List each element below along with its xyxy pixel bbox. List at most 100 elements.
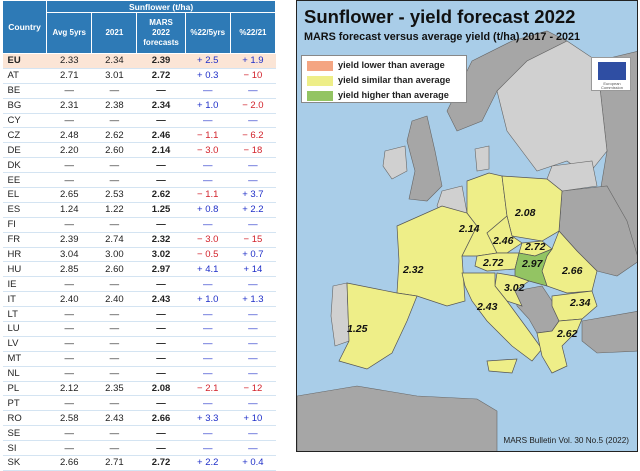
pct-vs-5yrs-cell: — <box>185 217 231 233</box>
table-row: IE — — — — — <box>2 276 276 293</box>
avg-5yrs-cell: — <box>46 157 92 174</box>
avg-5yrs-cell: — <box>46 113 92 129</box>
year-2021-cell: 2.38 <box>91 98 137 114</box>
country-cell: RO <box>2 410 47 427</box>
table-row: AT 2.71 3.01 2.72 + 0.3− 10 <box>2 68 276 84</box>
pct-vs-2021-cell: — <box>230 306 276 323</box>
year-2021-cell: — <box>91 366 137 382</box>
mars-2022-cell: 2.08 <box>136 381 186 397</box>
mars-2022-cell: — <box>136 351 186 367</box>
avg-5yrs-cell: — <box>46 425 92 442</box>
country-header: Country <box>1 0 48 54</box>
land-portugal <box>330 282 350 347</box>
mars-2022-header: MARS 2022 forecasts <box>136 12 186 54</box>
pct-vs-5yrs-cell: — <box>185 336 231 352</box>
mars-2022-cell: — <box>136 366 186 382</box>
country-cell: BG <box>2 98 47 114</box>
pct-vs-5yrs-cell: — <box>185 366 231 382</box>
table-row: CZ 2.48 2.62 2.46− 1.1− 6.2 <box>2 127 276 144</box>
year-2021-cell: 2.43 <box>91 410 137 427</box>
pct-vs-2021-header: %22/21 <box>229 12 277 54</box>
pct-vs-5yrs-cell: + 0.8 <box>185 202 231 218</box>
avg-5yrs-cell: 2.58 <box>46 410 92 427</box>
country-cell: EU <box>2 53 47 69</box>
mars-2022-cell: 2.34 <box>136 98 186 114</box>
table-row: EL 2.65 2.53 2.62− 1.1 + 3.7 <box>2 187 276 203</box>
country-cell: AT <box>2 68 47 84</box>
pct-vs-5yrs-cell: — <box>185 321 231 337</box>
table-row: PT — — — — — <box>2 395 276 412</box>
legend-item-lower: yield lower than average <box>307 59 445 71</box>
value-label-es: 1.25 <box>347 323 368 335</box>
avg-5yrs-cell: 2.71 <box>46 68 92 84</box>
year-2021-cell: — <box>91 306 137 323</box>
pct-vs-2021-cell: — <box>230 395 276 412</box>
pct-vs-2021-cell: + 0.4 <box>230 455 276 471</box>
pct-vs-2021-cell: − 12 <box>230 381 276 397</box>
avg-5yrs-cell: 2.66 <box>46 455 92 471</box>
pct-vs-5yrs-cell: + 3.3 <box>185 410 231 427</box>
pct-vs-5yrs-header: %22/5yrs <box>184 12 231 54</box>
avg-5yrs-cell: 2.33 <box>46 53 92 69</box>
pct-vs-5yrs-cell: — <box>185 172 231 189</box>
avg-5yrs-cell: — <box>46 306 92 323</box>
pct-vs-2021-cell: − 6.2 <box>230 127 276 144</box>
legend-item-higher: yield higher than average <box>307 89 449 101</box>
country-cell: PT <box>2 395 47 412</box>
mars-2022-cell: — <box>136 113 186 129</box>
year-2021-cell: 2.53 <box>91 187 137 203</box>
table-row: MT — — — — — <box>2 351 276 367</box>
pct-vs-5yrs-cell: — <box>185 276 231 293</box>
table-row: BG 2.31 2.38 2.34 + 1.0− 2.0 <box>2 98 276 114</box>
avg-5yrs-cell: — <box>46 217 92 233</box>
pct-vs-5yrs-cell: — <box>185 425 231 442</box>
year-2021-cell: — <box>91 113 137 129</box>
country-cell: LV <box>2 336 47 352</box>
country-cell: LT <box>2 306 47 323</box>
country-cell: DK <box>2 157 47 174</box>
country-cell: FR <box>2 232 47 248</box>
value-label-it: 2.43 <box>477 301 498 313</box>
region-italy <box>461 272 543 374</box>
legend-swatch-similar <box>307 75 333 86</box>
year-2021-cell: — <box>91 276 137 293</box>
mars-2022-cell: 2.72 <box>136 68 186 84</box>
mars-2022-cell: — <box>136 157 186 174</box>
mars-2022-cell: — <box>136 276 186 293</box>
mars-2022-cell: 2.43 <box>136 291 186 308</box>
sunflower-group-header: Sunflower (t/ha) <box>46 0 276 13</box>
land-baltics <box>546 160 598 192</box>
table-row: HU 2.85 2.60 2.97 + 4.1 + 14 <box>2 261 276 278</box>
pct-vs-2021-cell: — <box>230 83 276 99</box>
map-subtitle: MARS forecast versus average yield (t/ha… <box>304 31 581 43</box>
year-2021-cell: — <box>91 425 137 442</box>
table-row: LV — — — — — <box>2 336 276 352</box>
region-hungary <box>514 248 553 287</box>
avg-5yrs-cell: 1.24 <box>46 202 92 218</box>
europe-map <box>297 30 637 451</box>
pct-vs-5yrs-cell: — <box>185 351 231 367</box>
avg-5yrs-cell: — <box>46 395 92 412</box>
table-row: PL 2.12 2.35 2.08− 2.1− 12 <box>2 381 276 397</box>
value-label-de: 2.14 <box>459 223 480 235</box>
mars-2022-cell: 2.72 <box>136 455 186 471</box>
pct-vs-2021-cell: — <box>230 321 276 337</box>
mars-2022-cell: — <box>136 321 186 337</box>
country-cell: PL <box>2 381 47 397</box>
table-row: CY — — — — — <box>2 113 276 129</box>
value-label-cz: 2.46 <box>493 235 514 247</box>
pct-vs-5yrs-cell: − 1.1 <box>185 127 231 144</box>
pct-vs-5yrs-cell: + 1.0 <box>185 98 231 114</box>
pct-vs-2021-cell: — <box>230 157 276 174</box>
mars-2022-cell: — <box>136 440 186 457</box>
table-row: EU 2.33 2.34 2.39 + 2.5 + 1.9 <box>2 53 276 69</box>
region-greece <box>536 318 583 374</box>
legend-label-higher: yield higher than average <box>338 90 449 100</box>
avg-5yrs-cell: 2.20 <box>46 142 92 159</box>
pct-vs-5yrs-cell: — <box>185 306 231 323</box>
pct-vs-5yrs-cell: — <box>185 440 231 457</box>
pct-vs-5yrs-cell: — <box>185 83 231 99</box>
value-label-pl: 2.08 <box>515 207 536 219</box>
table-row: RO 2.58 2.43 2.66 + 3.3 + 10 <box>2 410 276 427</box>
mars-2022-cell: — <box>136 336 186 352</box>
